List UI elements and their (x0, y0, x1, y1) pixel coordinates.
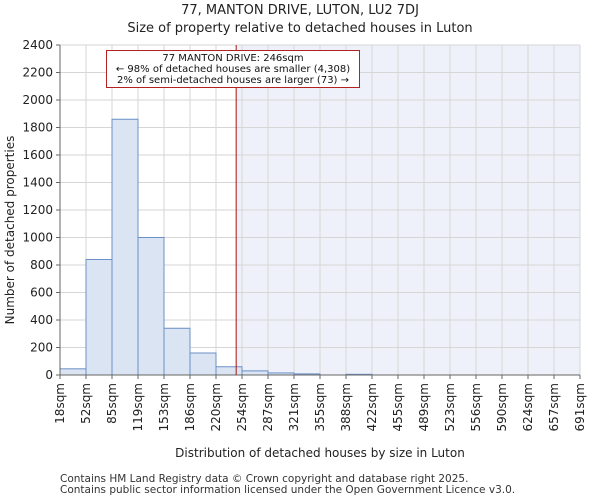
x-tick-label: 254sqm (235, 383, 249, 431)
x-tick-label: 85sqm (105, 383, 119, 424)
x-tick-label: 657sqm (547, 383, 561, 431)
x-tick-label: 388sqm (339, 383, 353, 431)
x-tick-label: 153sqm (157, 383, 171, 431)
x-tick-label: 220sqm (209, 383, 223, 431)
y-tick-label: 1600 (22, 148, 53, 162)
x-tick-label: 422sqm (365, 383, 379, 431)
chart-title: 77, MANTON DRIVE, LUTON, LU2 7DJ (181, 3, 419, 18)
x-tick-label: 691sqm (573, 383, 587, 431)
x-tick-label: 624sqm (521, 383, 535, 431)
bar (59, 368, 87, 376)
y-tick-label: 400 (30, 313, 53, 327)
y-tick-label: 1800 (22, 121, 53, 135)
x-axis-label: Distribution of detached houses by size … (175, 446, 465, 460)
x-tick-label: 523sqm (443, 383, 457, 431)
x-tick-label: 455sqm (391, 383, 405, 431)
bar (85, 259, 113, 376)
bar (111, 118, 139, 376)
x-tick-label: 52sqm (79, 383, 93, 424)
annotation-line-3: 2% of semi-detached houses are larger (7… (116, 75, 350, 86)
bar (215, 366, 243, 376)
y-tick-label: 2400 (22, 38, 53, 52)
y-axis-label: Number of detached properties (3, 136, 17, 325)
annotation-line-2: ← 98% of detached houses are smaller (4,… (115, 64, 351, 75)
y-tick-label: 200 (30, 341, 53, 355)
x-tick-label: 556sqm (469, 383, 483, 431)
x-tick-label: 590sqm (495, 383, 509, 431)
x-tick-label: 18sqm (53, 383, 67, 424)
y-tick-label: 1200 (22, 203, 53, 217)
y-tick-label: 1400 (22, 176, 53, 190)
y-tick-label: 2000 (22, 93, 53, 107)
x-tick-label: 355sqm (313, 383, 327, 431)
footer-line-2: Contains public sector information licen… (60, 484, 516, 496)
annotation-line-1: 77 MANTON DRIVE: 246sqm (162, 53, 304, 64)
bar (241, 370, 269, 376)
y-tick-label: 0 (45, 368, 53, 382)
x-tick-label: 186sqm (183, 383, 197, 431)
chart-subtitle: Size of property relative to detached ho… (127, 21, 473, 36)
y-tick-label: 1000 (22, 231, 53, 245)
x-tick-label: 119sqm (131, 383, 145, 431)
bar (189, 352, 217, 376)
y-tick-label: 800 (30, 258, 53, 272)
y-tick-label: 2200 (22, 66, 53, 80)
x-tick-label: 321sqm (287, 383, 301, 431)
x-tick-label: 489sqm (417, 383, 431, 431)
footer-line-1: Contains HM Land Registry data © Crown c… (60, 473, 469, 485)
y-tick-label: 600 (30, 286, 53, 300)
bar (137, 237, 165, 376)
marker-annotation: 77 MANTON DRIVE: 246sqm ← 98% of detache… (106, 50, 360, 88)
bar (163, 327, 191, 376)
x-tick-label: 287sqm (261, 383, 275, 431)
